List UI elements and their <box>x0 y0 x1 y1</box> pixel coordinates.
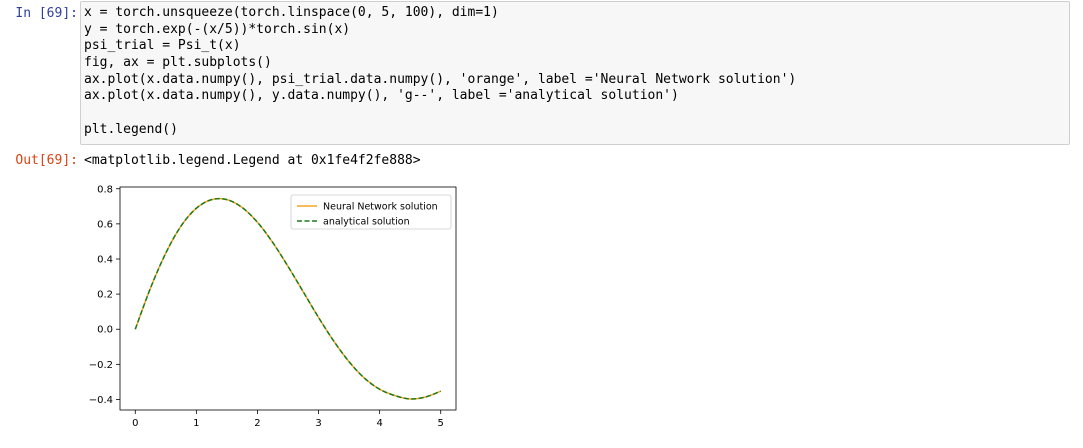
code-cell-input[interactable]: x = torch.unsqueeze(torch.linspace(0, 5,… <box>80 1 1070 145</box>
y-tick-label: −0.4 <box>89 395 113 406</box>
code-editor[interactable]: x = torch.unsqueeze(torch.linspace(0, 5,… <box>84 5 796 139</box>
x-tick-label: 1 <box>193 418 199 429</box>
code-line: fig, ax = plt.subplots() <box>84 55 272 71</box>
code-line: y = torch.exp(-(x/5))*torch.sin(x) <box>84 21 351 37</box>
y-tick-label: 0.2 <box>97 290 113 301</box>
series-line-analytical <box>134 197 442 400</box>
x-tick-label: 3 <box>315 418 321 429</box>
x-tick-label: 2 <box>254 418 260 429</box>
legend-label: analytical solution <box>323 217 410 228</box>
axes-frame <box>119 186 457 411</box>
input-prompt: In [69]: <box>15 6 78 21</box>
legend-box <box>290 194 452 230</box>
output-prompt: Out[69]: <box>15 153 78 168</box>
code-line: plt.legend() <box>84 121 178 137</box>
code-line: ax.plot(x.data.numpy(), y.data.numpy(), … <box>84 88 679 104</box>
code-line: psi_trial = Psi_t(x) <box>84 38 241 54</box>
y-tick-label: −0.2 <box>89 360 113 371</box>
x-tick-label: 4 <box>376 418 382 429</box>
legend-label: Neural Network solution <box>323 202 438 213</box>
code-line: x = torch.unsqueeze(torch.linspace(0, 5,… <box>84 5 499 20</box>
code-line: ax.plot(x.data.numpy(), psi_trial.data.n… <box>84 71 797 87</box>
y-tick-label: 0.8 <box>97 184 113 195</box>
x-tick-label: 5 <box>438 418 444 429</box>
y-tick-label: 0.0 <box>97 325 113 336</box>
y-tick-label: 0.6 <box>97 219 113 230</box>
output-text: <matplotlib.legend.Legend at 0x1fe4f2fe8… <box>84 153 421 168</box>
x-tick-label: 0 <box>132 418 138 429</box>
y-tick-label: 0.4 <box>97 254 113 265</box>
